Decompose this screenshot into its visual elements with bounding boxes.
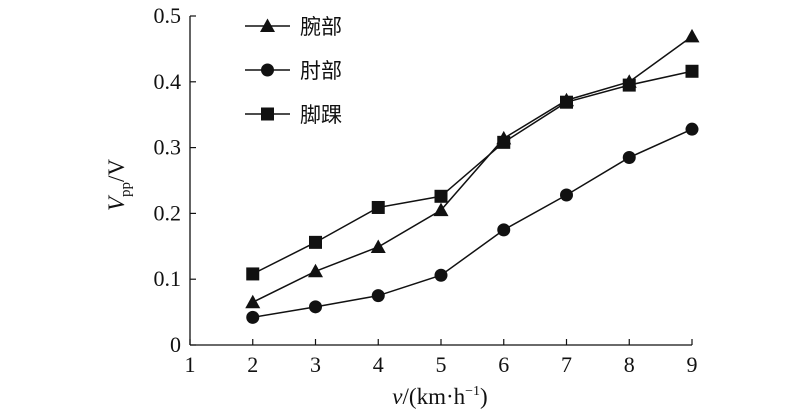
y-tick-label: 0 — [170, 332, 181, 357]
y-axis-label: Vpp/V — [104, 159, 134, 211]
legend-marker-triangle — [260, 18, 275, 32]
data-point-square — [309, 235, 322, 249]
data-point-square — [497, 135, 511, 149]
data-point-triangle — [370, 239, 386, 253]
series-circle — [246, 122, 699, 324]
legend-label: 肘部 — [300, 59, 342, 83]
legend-label: 脚踝 — [300, 103, 342, 127]
x-tick-label: 4 — [373, 352, 384, 377]
data-point-square — [246, 267, 260, 281]
y-tick-label: 0.5 — [154, 3, 182, 28]
series-square — [246, 64, 699, 281]
x-tick-label: 2 — [247, 352, 258, 377]
series-line — [252, 70, 693, 275]
data-point-circle — [685, 122, 699, 136]
legend-marker-square — [261, 107, 274, 121]
series-group — [245, 28, 700, 324]
x-tick-label: 3 — [310, 352, 321, 377]
data-point-circle — [560, 188, 573, 202]
data-point-square — [434, 189, 448, 203]
y-tick-label: 0.1 — [154, 266, 182, 291]
series-line — [252, 128, 693, 319]
data-point-circle — [371, 289, 385, 303]
data-point-circle — [246, 310, 260, 324]
data-point-square — [371, 200, 385, 214]
x-tick-label: 6 — [498, 352, 509, 377]
legend-marker-circle — [261, 63, 274, 77]
legend-entry: 肘部 — [245, 59, 342, 83]
data-point-triangle — [684, 28, 700, 43]
legend-entry: 脚踝 — [245, 103, 342, 127]
y-tick-label: 0.2 — [154, 200, 182, 225]
x-tick-label: 5 — [436, 352, 447, 377]
x-tick-label: 8 — [624, 352, 635, 377]
data-point-circle — [309, 300, 322, 314]
data-point-circle — [497, 223, 511, 237]
data-point-triangle — [245, 294, 261, 309]
legend-label: 腕部 — [300, 15, 342, 39]
x-tick-label: 7 — [561, 352, 572, 377]
series-line — [252, 35, 693, 303]
data-point-circle — [434, 268, 448, 282]
data-point-triangle — [433, 202, 449, 217]
x-tick-label: 1 — [185, 352, 196, 377]
data-point-square — [560, 95, 573, 109]
x-axis-label: v/(km·h−1) — [392, 384, 487, 409]
y-tick-label: 0.4 — [154, 69, 182, 94]
data-point-square — [622, 78, 636, 92]
x-tick-label: 9 — [687, 352, 698, 377]
data-point-circle — [622, 150, 636, 164]
y-tick-label: 0.3 — [154, 135, 182, 160]
data-point-square — [685, 64, 699, 78]
data-point-triangle — [308, 263, 323, 278]
legend-entry: 腕部 — [245, 15, 342, 39]
ticks: 1 2 3 4 5 6 7 8 9 0 0.1 0.2 0.3 0.4 0.5 — [154, 3, 698, 377]
